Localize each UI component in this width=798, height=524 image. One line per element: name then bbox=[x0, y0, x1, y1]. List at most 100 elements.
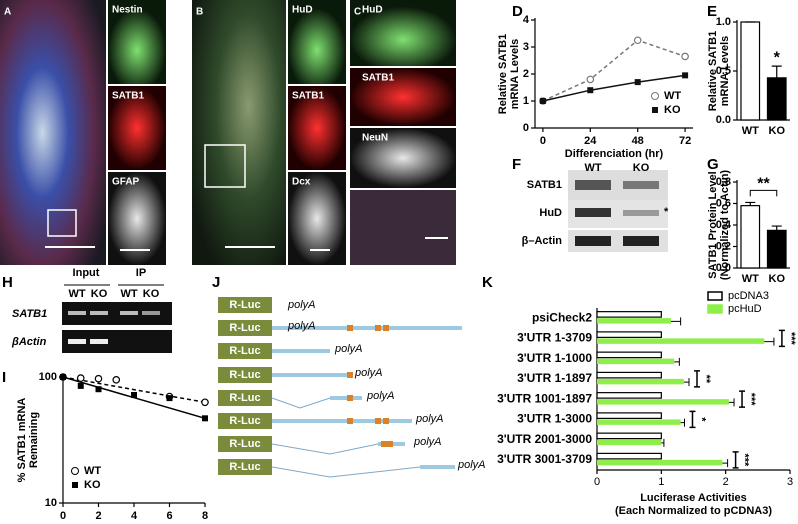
y-tick-label: 0.8 bbox=[716, 176, 731, 188]
marker bbox=[682, 72, 689, 79]
bar bbox=[766, 77, 787, 121]
panel-letter: C bbox=[354, 7, 361, 18]
error-bar bbox=[683, 378, 690, 387]
y-tick-label: 0.4 bbox=[716, 219, 732, 231]
y-axis-label: % SATB1 mRNA bbox=[16, 398, 28, 483]
blot-row: HuD bbox=[539, 207, 562, 219]
polya-label: polyA bbox=[287, 320, 316, 332]
y-tick-label: 0 bbox=[523, 122, 529, 134]
legend-label: KO bbox=[84, 479, 101, 491]
marker bbox=[633, 36, 642, 45]
x-axis-label: Luciferase Activities bbox=[640, 492, 747, 504]
error-bar bbox=[764, 337, 775, 346]
bar bbox=[596, 432, 662, 440]
bar bbox=[740, 21, 761, 121]
x-tick-label: 1 bbox=[658, 476, 664, 488]
x-tick-label: 2 bbox=[723, 476, 729, 488]
x-tick-label: 0 bbox=[594, 476, 600, 488]
marker bbox=[95, 386, 102, 393]
y-tick-label: 3'UTR 1-1897 bbox=[517, 371, 592, 385]
y-axis-label: SATB1 Protein Level bbox=[707, 171, 719, 278]
intron bbox=[271, 397, 331, 409]
y-tick-label: 3'UTR 1-3000 bbox=[517, 412, 592, 426]
rluc-label: R-Luc bbox=[229, 461, 260, 473]
image-label: SATB1 bbox=[362, 73, 394, 84]
x-axis-label: Differenciation (hr) bbox=[565, 148, 664, 160]
error-bar bbox=[674, 357, 680, 366]
polya-label: polyA bbox=[413, 436, 442, 448]
y-tick-label: 0.0 bbox=[716, 114, 731, 126]
y-tick-label: 0.5 bbox=[716, 65, 731, 77]
error-bar bbox=[722, 459, 729, 468]
rluc-label: R-Luc bbox=[229, 392, 260, 404]
y-axis-label: Relative SATB1 bbox=[707, 31, 719, 112]
image-label: NeuN bbox=[362, 133, 388, 144]
marker bbox=[202, 415, 208, 422]
hud-site bbox=[383, 325, 389, 331]
bar bbox=[766, 229, 787, 269]
rluc-box bbox=[218, 367, 272, 383]
polya-label: polyA bbox=[287, 299, 316, 311]
bar bbox=[596, 331, 662, 338]
y-tick-label: 4 bbox=[523, 14, 530, 26]
bar bbox=[596, 371, 662, 379]
rluc-box bbox=[218, 320, 272, 336]
image-label: Nestin bbox=[112, 5, 143, 16]
gel-group: Input bbox=[73, 267, 100, 279]
bar bbox=[597, 459, 723, 466]
marker bbox=[586, 75, 595, 84]
y-tick-label: 3'UTR 1-1000 bbox=[517, 351, 592, 365]
error-bar bbox=[771, 225, 782, 231]
y-axis-label: mRNA Levels bbox=[719, 36, 731, 107]
y-tick-label: 3'UTR 1-3709 bbox=[517, 331, 592, 345]
gel-row: SATB1 bbox=[12, 308, 47, 320]
legend-swatch bbox=[707, 291, 723, 301]
sig-bracket bbox=[778, 329, 785, 348]
gel-group: IP bbox=[136, 267, 146, 279]
sig-bracket bbox=[693, 370, 700, 388]
error-bar bbox=[745, 201, 756, 206]
y-tick-label: 0.6 bbox=[716, 197, 731, 209]
rluc-label: R-Luc bbox=[229, 369, 260, 381]
rluc-box bbox=[218, 436, 272, 452]
rluc-label: R-Luc bbox=[229, 438, 260, 450]
bar bbox=[597, 378, 684, 385]
panel-letter: G bbox=[707, 156, 719, 173]
sig-bracket bbox=[689, 410, 696, 429]
bar bbox=[596, 392, 662, 399]
rluc-box bbox=[218, 297, 272, 313]
significance: *** bbox=[745, 393, 757, 407]
legend-marker bbox=[71, 467, 79, 475]
x-tick-label: 0 bbox=[60, 510, 66, 522]
panel-letter: H bbox=[2, 274, 13, 291]
y-tick-label: 1.0 bbox=[716, 16, 731, 28]
fit-line bbox=[62, 376, 206, 404]
x-tick-label: WT bbox=[742, 125, 759, 137]
legend-label: WT bbox=[664, 90, 681, 102]
significance: ** bbox=[700, 375, 712, 384]
x-tick-label: 24 bbox=[584, 135, 597, 147]
hud-site bbox=[347, 325, 353, 331]
bar bbox=[596, 452, 662, 460]
y-tick-label: 10 bbox=[45, 497, 57, 509]
legend-marker bbox=[651, 92, 659, 100]
hud-site bbox=[347, 372, 353, 378]
legend-label: WT bbox=[84, 465, 101, 477]
x-tick-label: 6 bbox=[166, 510, 172, 522]
hud-site bbox=[347, 395, 353, 401]
rluc-label: R-Luc bbox=[229, 299, 260, 311]
significance: *** bbox=[785, 332, 797, 346]
image-a bbox=[0, 0, 166, 265]
image-label: HuD bbox=[362, 5, 383, 16]
bar bbox=[597, 318, 671, 324]
image-c bbox=[350, 0, 456, 265]
gel-row: βActin bbox=[11, 336, 47, 348]
x-tick-label: WT bbox=[742, 273, 759, 285]
x-tick-label: 0 bbox=[540, 135, 546, 147]
hud-site bbox=[375, 325, 381, 331]
intron bbox=[271, 466, 421, 478]
image-label: HuD bbox=[292, 5, 313, 16]
bar bbox=[740, 205, 761, 269]
y-tick-label: 1 bbox=[523, 95, 529, 107]
significance: * bbox=[774, 49, 781, 66]
